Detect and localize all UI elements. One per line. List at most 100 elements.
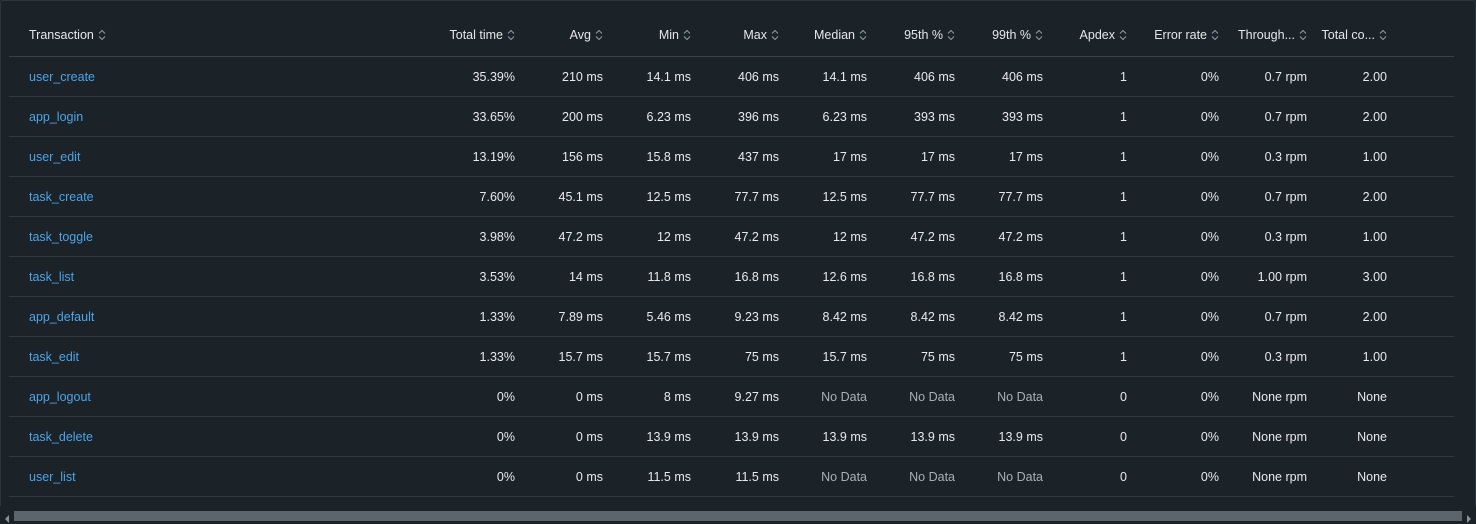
transaction-link[interactable]: task_delete	[29, 429, 93, 444]
cell-total-count: 1.00	[1362, 349, 1387, 364]
table-row[interactable]: task_toggle 3.98% 47.2 ms 12 ms 47.2 ms 12 ms…	[9, 217, 1454, 257]
transaction-link[interactable]: task_create	[29, 189, 94, 204]
column-header-median[interactable]: Median	[779, 28, 867, 42]
transaction-link[interactable]: user_list	[29, 469, 76, 484]
cell-throughput: 0.7 rpm	[1264, 309, 1307, 324]
sort-updown-icon[interactable]	[1299, 29, 1307, 41]
cell-median: 14.1 ms	[822, 69, 867, 84]
sort-updown-icon[interactable]	[683, 29, 691, 41]
cell-min: 15.7 ms	[646, 349, 691, 364]
transaction-link[interactable]: user_edit	[29, 149, 81, 164]
column-header-error-rate[interactable]: Error rate	[1127, 28, 1219, 42]
cell-max: 75 ms	[744, 349, 779, 364]
column-header-content: Total co...	[1322, 28, 1388, 42]
cell-p95: 393 ms	[914, 109, 955, 124]
sort-updown-icon[interactable]	[1379, 29, 1387, 41]
sort-updown-icon[interactable]	[595, 29, 603, 41]
table-row[interactable]: task_edit 1.33% 15.7 ms 15.7 ms 75 ms 15.7 ms…	[9, 337, 1454, 377]
cell-throughput: 0.3 rpm	[1264, 149, 1307, 164]
column-header-content: Total time	[450, 28, 516, 42]
table-row[interactable]: task_create 7.60% 45.1 ms 12.5 ms 77.7 ms 12.…	[9, 177, 1454, 217]
cell-min: 12.5 ms	[646, 189, 691, 204]
table-row[interactable]: task_delete 0% 0 ms 13.9 ms 13.9 ms 13.9 ms 13…	[9, 417, 1454, 457]
scrollbar-thumb[interactable]	[14, 511, 1462, 521]
cell-apdex: 0	[1120, 389, 1127, 404]
cell-total-time: 3.53%	[479, 269, 515, 284]
transaction-link[interactable]: task_list	[29, 269, 75, 284]
sort-updown-icon[interactable]	[98, 29, 106, 41]
cell-p99: 13.9 ms	[998, 429, 1043, 444]
table-row[interactable]: app_login 33.65% 200 ms 6.23 ms 396 ms 6.23 m…	[9, 97, 1454, 137]
cell-total-time: 3.98%	[479, 229, 515, 244]
column-header-label: Total co...	[1321, 27, 1376, 42]
column-header-content: Median	[814, 28, 867, 42]
cell-p95: 17 ms	[920, 149, 955, 164]
column-header-total-time[interactable]: Total time	[427, 28, 515, 42]
transaction-link[interactable]: app_default	[29, 309, 95, 324]
cell-total-time: 0%	[496, 469, 515, 484]
column-header-label: 99th %	[992, 27, 1031, 42]
table-row[interactable]: app_logout 0% 0 ms 8 ms 9.27 ms No Data No Dat…	[9, 377, 1454, 417]
cell-throughput: 0.3 rpm	[1264, 349, 1307, 364]
cell-error-rate: 0%	[1200, 349, 1219, 364]
transaction-link[interactable]: task_toggle	[29, 229, 93, 244]
column-header-label: Error rate	[1154, 27, 1207, 42]
cell-p99: 47.2 ms	[998, 229, 1043, 244]
column-header-p95[interactable]: 95th %	[867, 28, 955, 42]
cell-total-time: 33.65%	[472, 109, 515, 124]
cell-min: 14.1 ms	[646, 69, 691, 84]
cell-p99: 393 ms	[1002, 109, 1043, 124]
transaction-link[interactable]: task_edit	[29, 349, 80, 364]
sort-updown-icon[interactable]	[947, 29, 955, 41]
cell-median: 12.5 ms	[822, 189, 867, 204]
column-header-transaction[interactable]: Transaction	[9, 28, 427, 42]
table-row[interactable]: task_list 3.53% 14 ms 11.8 ms 16.8 ms 12.6 ms…	[9, 257, 1454, 297]
sort-updown-icon[interactable]	[507, 29, 515, 41]
cell-throughput: None rpm	[1252, 429, 1307, 444]
cell-throughput: 1.00 rpm	[1257, 269, 1307, 284]
horizontal-scrollbar[interactable]	[0, 506, 1476, 524]
cell-throughput: 0.7 rpm	[1264, 109, 1307, 124]
column-header-content: Avg	[570, 28, 603, 42]
column-header-total-count[interactable]: Total co...	[1307, 28, 1387, 42]
cell-max: 47.2 ms	[734, 229, 779, 244]
column-header-label: Median	[814, 27, 855, 42]
cell-error-rate: 0%	[1200, 69, 1219, 84]
cell-throughput: None rpm	[1252, 389, 1307, 404]
cell-p99: No Data	[997, 469, 1043, 484]
column-header-label: Max	[743, 27, 767, 42]
table-row[interactable]: user_create 35.39% 210 ms 14.1 ms 406 ms 14.1…	[9, 57, 1454, 97]
chevron-left-icon[interactable]	[3, 512, 11, 523]
column-header-content: Min	[659, 28, 691, 42]
chevron-right-icon[interactable]	[1465, 512, 1473, 523]
transaction-link[interactable]: app_login	[29, 109, 84, 124]
column-header-throughput[interactable]: Through...	[1219, 28, 1307, 42]
transaction-link[interactable]: app_logout	[29, 389, 91, 404]
cell-error-rate: 0%	[1200, 429, 1219, 444]
column-header-max[interactable]: Max	[691, 28, 779, 42]
cell-max: 9.27 ms	[734, 389, 779, 404]
cell-median: 13.9 ms	[822, 429, 867, 444]
sort-updown-icon[interactable]	[1119, 29, 1127, 41]
column-header-min[interactable]: Min	[603, 28, 691, 42]
column-header-p99[interactable]: 99th %	[955, 28, 1043, 42]
cell-avg: 210 ms	[562, 69, 603, 84]
sort-updown-icon[interactable]	[771, 29, 779, 41]
table-row[interactable]: user_list 0% 0 ms 11.5 ms 11.5 ms No Data No D…	[9, 457, 1454, 497]
cell-p95: No Data	[909, 389, 955, 404]
cell-error-rate: 0%	[1200, 469, 1219, 484]
cell-error-rate: 0%	[1200, 389, 1219, 404]
sort-updown-icon[interactable]	[1211, 29, 1219, 41]
sort-updown-icon[interactable]	[859, 29, 867, 41]
cell-error-rate: 0%	[1200, 309, 1219, 324]
column-header-apdex[interactable]: Apdex	[1043, 28, 1127, 42]
cell-total-count: 2.00	[1362, 309, 1387, 324]
sort-updown-icon[interactable]	[1035, 29, 1043, 41]
table-row[interactable]: user_edit 13.19% 156 ms 15.8 ms 437 ms 17 ms 1…	[9, 137, 1454, 177]
cell-min: 5.46 ms	[646, 309, 691, 324]
transaction-link[interactable]: user_create	[29, 69, 96, 84]
table-row[interactable]: app_default 1.33% 7.89 ms 5.46 ms 9.23 ms 8.4…	[9, 297, 1454, 337]
cell-min: 11.8 ms	[647, 269, 691, 284]
cell-p95: 47.2 ms	[910, 229, 955, 244]
column-header-avg[interactable]: Avg	[515, 28, 603, 42]
